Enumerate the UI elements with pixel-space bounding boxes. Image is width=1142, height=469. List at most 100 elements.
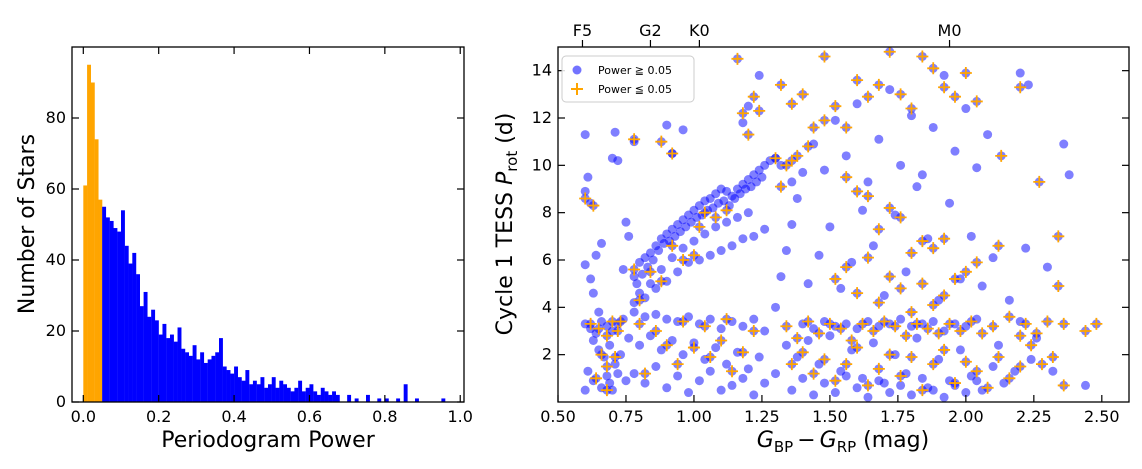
histogram-ticks: 0.0 0.2 0.4 0.6 0.8 1.0 0 20 40 60 80 [46,47,473,426]
scatter-point-circle-249 [928,122,938,132]
scatter-point-plus-132 [1035,358,1048,371]
scatter-xtick-label-6: 2.00 [948,407,984,426]
scatter-point-circle-149 [727,380,737,390]
scatter-point-plus-50 [938,81,951,94]
scatter-point-plus-136 [736,346,749,359]
scatter-point-plus-47 [905,102,918,115]
scatter-point-plus-71 [970,256,983,269]
scatter-point-plus-129 [1003,372,1016,385]
scatter-point-circle-258 [1015,68,1025,78]
scatter-point-plus-32 [769,152,782,165]
scatter-point-plus-133 [1046,351,1059,364]
histogram-bar-high-47 [279,380,284,402]
scatter-point-circle-135 [711,343,721,353]
scatter-ytick-label-1: 4 [542,297,552,316]
scatter-point-circle-253 [972,163,982,173]
scatter-point-plus-43 [861,90,874,103]
scatter-point-circle-7 [597,238,607,248]
scatter-point-plus-26 [628,133,641,146]
histogram-bar-high-17 [166,338,171,402]
scatter-point-plus-105 [1019,317,1032,330]
scatter-point-circle-95 [700,229,710,239]
scatter-point-circle-236 [977,281,987,291]
scatter-point-circle-214 [917,373,927,383]
scatter-point-circle-93 [678,243,688,253]
scatter-point-plus-39 [818,114,831,127]
scatter-point-circle-242 [852,99,862,109]
histogram-bar-high-25 [196,359,201,402]
scatter-point-plus-12 [600,384,613,397]
scatter-point-circle-187 [858,373,868,383]
scatter-point-circle-248 [917,170,927,180]
scatter-point-circle-155 [776,272,786,282]
scatter-point-circle-188 [868,338,878,348]
histogram-xtick-label-3: 0.6 [297,407,322,426]
scatter-point-plus-148 [720,313,733,326]
scatter-point-circle-125 [749,314,759,324]
scatter-point-plus-65 [905,246,918,259]
histogram-xtick-label-0: 0.0 [71,407,96,426]
scatter-point-plus-110 [796,346,809,359]
scatter-point-plus-85 [791,332,804,345]
spectral-type-label-f5: F5 [573,21,592,40]
scatter-point-circle-20 [605,340,615,350]
scatter-point-plus-3 [592,322,605,335]
spectral-type-label-k0: K0 [689,21,710,40]
scatter-point-plus-126 [970,365,983,378]
scatter-point-plus-104 [1003,310,1016,323]
scatter-point-circle-104 [673,267,683,277]
scatter-point-circle-229 [901,267,911,277]
scatter-point-circle-88 [757,172,767,182]
scatter-point-plus-27 [731,52,744,65]
histogram-bar-high-19 [173,341,178,402]
scatter-point-plus-61 [861,190,874,203]
histogram-bar-high-68 [396,398,401,402]
scatter-point-circle-114 [629,307,639,317]
scatter-point-circle-246 [896,160,906,170]
scatter-point-circle-145 [684,388,694,398]
spectral-type-axis: F5 G2 K0 M0 [573,21,962,47]
histogram-bar-high-37 [241,380,246,402]
histogram-bar-high-7 [128,263,133,402]
scatter-point-circle-244 [874,134,884,144]
scatter-point-plus-102 [976,327,989,340]
scatter-point-plus-40 [829,100,842,113]
legend-circle-marker [572,65,582,75]
histogram-bar-high-62 [335,394,340,402]
scatter-point-plus-120 [905,351,918,364]
scatter-xtick-label-4: 1.50 [812,407,848,426]
scatter-ticks: 0.50 0.75 1.00 1.25 1.50 1.75 2.00 2.25 2.50 2 4 6 8… [532,61,1129,426]
scatter-point-circle-240 [830,115,840,125]
scatter-point-plus-68 [938,232,951,245]
scatter-point-circle-35 [678,125,688,135]
scatter-point-plus-41 [840,121,853,134]
scatter-point-plus-16 [655,275,668,288]
scatter-point-circle-267 [993,340,1003,350]
scatter-point-circle-148 [716,385,726,395]
scatter-point-circle-239 [819,165,829,175]
scatter-point-circle-98 [732,212,742,222]
scatter-point-circle-247 [906,111,916,121]
scatter-point-plus-28 [736,107,749,120]
scatter-point-circle-65 [632,279,642,289]
scatter-point-circle-237 [988,253,998,263]
scatter-point-circle-206 [830,388,840,398]
histogram-bar-high-56 [313,391,318,402]
scatter-point-plus-134 [1057,379,1070,392]
scatter-point-plus-48 [916,50,929,63]
scatter-point-plus-116 [861,379,874,392]
histogram-bar-high-33 [226,370,231,402]
histogram-bar-high-55 [309,384,314,402]
scatter-point-circle-8 [588,288,598,298]
scatter-ytick-label-2: 6 [542,250,552,269]
scatter-point-plus-147 [698,320,711,333]
scatter-point-plus-73 [829,272,842,285]
scatter-point-circle-4 [580,260,590,270]
scatter-ylabel: Cycle 1 TESSProt(d) [493,113,521,336]
scatter-point-circle-150 [738,373,748,383]
scatter-point-circle-207 [841,371,851,381]
scatter-point-circle-17 [588,335,598,345]
scatter-point-circle-116 [651,309,661,319]
histogram-bar-low-1 [87,64,91,402]
scatter-point-plus-81 [916,277,929,290]
